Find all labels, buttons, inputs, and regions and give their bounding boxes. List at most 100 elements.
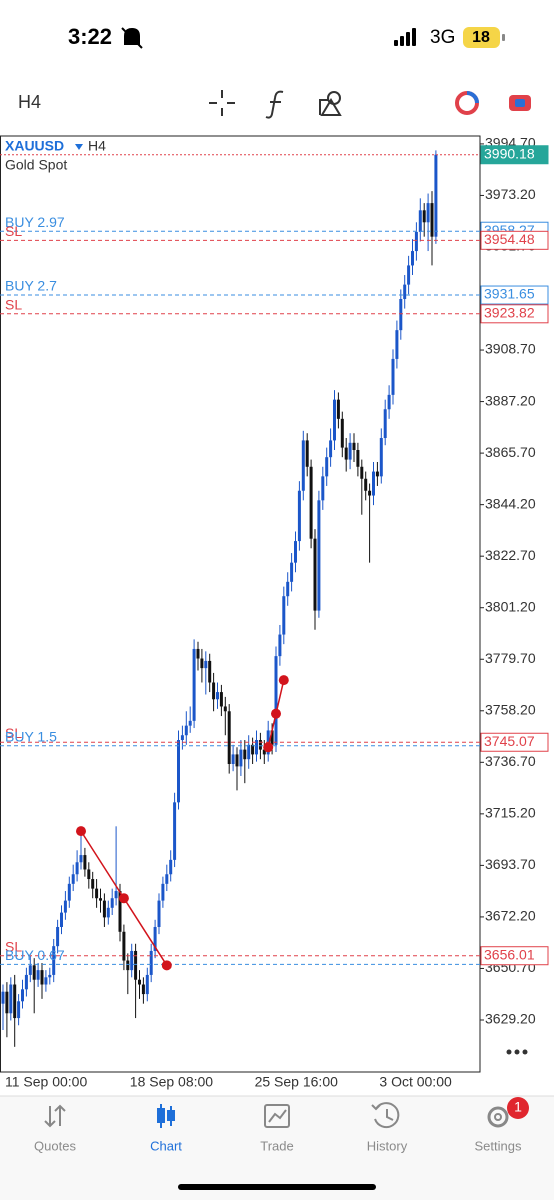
candle-body [414, 231, 418, 252]
home-indicator [178, 1184, 376, 1190]
indicators-button[interactable] [265, 90, 284, 119]
candle-body [24, 974, 28, 990]
candle-body [379, 438, 383, 477]
candle-body [169, 859, 173, 875]
candle-body [418, 210, 422, 232]
history-icon[interactable] [371, 1102, 400, 1129]
candle-body [426, 203, 430, 223]
candle-body [99, 898, 102, 901]
order-level-label: SL [5, 938, 22, 954]
candle-body [196, 648, 200, 659]
y-tick-label: 3629.20 [485, 1011, 536, 1027]
candle-body [48, 974, 52, 978]
candle-body [75, 862, 79, 875]
trade-button[interactable] [509, 95, 531, 111]
trade-point [271, 708, 281, 719]
chart-timeframe: H4 [88, 138, 106, 154]
candle-body [208, 660, 212, 683]
y-tick-label: 3865.70 [485, 444, 536, 460]
candle-body [290, 562, 294, 582]
account-button[interactable] [455, 91, 479, 115]
candle-body [422, 210, 426, 223]
candle-body [44, 977, 48, 985]
more-button[interactable] [506, 1049, 528, 1055]
x-tick-label: 3 Oct 00:00 [379, 1074, 452, 1090]
candle-body [255, 740, 258, 755]
candle-body [138, 979, 141, 985]
tab-label[interactable]: Trade [260, 1138, 293, 1153]
y-tick-label: 3715.20 [485, 805, 536, 821]
candle-body [297, 490, 301, 542]
y-tick-label: 3973.20 [485, 186, 536, 202]
candle-body [145, 974, 149, 995]
candle-body [118, 891, 122, 932]
candle-body [153, 926, 157, 951]
chart-icon[interactable] [157, 1104, 175, 1128]
candle-body [407, 265, 411, 285]
timeframe-button[interactable]: H4 [18, 92, 41, 112]
candle-body [17, 1001, 21, 1019]
candle-body [28, 965, 32, 975]
tab-label[interactable]: Quotes [34, 1138, 76, 1153]
symbol[interactable]: XAUUSD [5, 138, 64, 154]
candle-body [79, 855, 83, 863]
objects-button[interactable] [319, 91, 342, 116]
candle-body [278, 634, 282, 657]
candle-body [126, 960, 130, 971]
candle-body [364, 478, 368, 491]
crosshair-button[interactable] [209, 90, 235, 116]
candle-body [13, 984, 17, 1019]
quotes-icon[interactable] [44, 1104, 66, 1128]
candle-body [106, 907, 110, 918]
settings-badge-dot [507, 1097, 529, 1119]
candle-body [177, 740, 180, 803]
x-tick-label: 18 Sep 08:00 [130, 1074, 214, 1090]
candle-body [149, 950, 153, 975]
order-level-label: BUY 0.67 [5, 947, 65, 963]
level-price-tag: 3931.65 [484, 286, 535, 302]
candle-body [102, 900, 106, 918]
tab-label[interactable]: History [367, 1138, 408, 1153]
y-tick-label: 3672.20 [485, 908, 536, 924]
candle-body [223, 706, 227, 712]
settings-icon[interactable] [487, 1106, 509, 1128]
level-price-tag: 3954.48 [484, 231, 535, 247]
candle-body [216, 692, 219, 700]
network-type: 3G [430, 27, 455, 48]
candle-body [212, 682, 216, 700]
candle-body [165, 874, 169, 884]
chart-frame [0, 135, 481, 1073]
candle-body [325, 457, 329, 477]
trade-icon[interactable] [264, 1104, 290, 1128]
symbol-dropdown[interactable] [75, 144, 83, 150]
battery-icon [463, 27, 505, 48]
candle-body [122, 931, 126, 961]
candle-body [56, 926, 60, 947]
candle-body [305, 440, 309, 467]
candle-body [110, 898, 114, 908]
candle-body [5, 991, 9, 1014]
candle-body [161, 883, 165, 901]
candle-body [336, 399, 340, 419]
x-tick-label: 25 Sep 16:00 [255, 1074, 339, 1090]
candle-body [184, 725, 188, 736]
candle-body [67, 883, 71, 901]
candle-body [333, 399, 336, 441]
candle-body [227, 711, 231, 764]
candle-body [188, 720, 192, 726]
candle-body [251, 744, 255, 755]
tab-label[interactable]: Chart [150, 1138, 182, 1153]
candle-body [71, 874, 75, 884]
candle-body [219, 692, 223, 707]
candle-body [247, 744, 251, 760]
candle-body [60, 912, 63, 927]
candle-body [262, 749, 266, 755]
candle-body [180, 735, 184, 741]
tab-label[interactable]: Settings [475, 1138, 522, 1153]
candle-body [352, 442, 356, 450]
candle-body [282, 596, 286, 635]
level-price-tag: 3745.07 [484, 733, 535, 749]
candle-body [157, 900, 161, 927]
candle-body [286, 581, 290, 597]
